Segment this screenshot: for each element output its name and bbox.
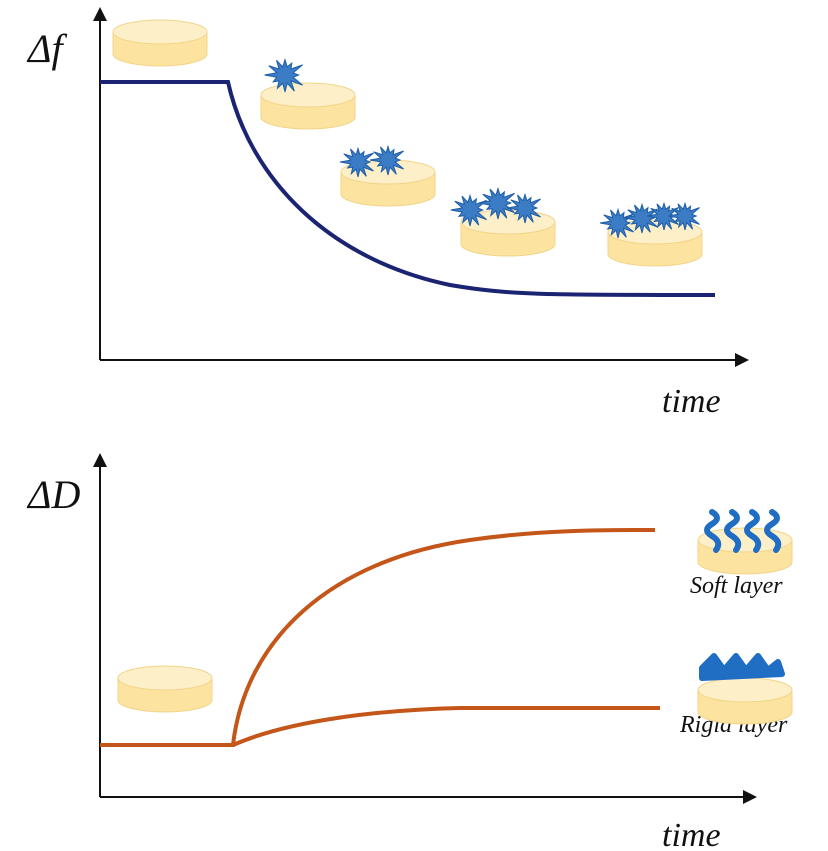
molecule: [668, 201, 700, 231]
decorations: [112, 19, 793, 725]
rigid-curve: [232, 706, 660, 747]
molecule: [506, 192, 541, 224]
molecule: [599, 207, 634, 239]
molecule: [647, 201, 679, 231]
molecule: [623, 202, 658, 234]
molecule: [478, 186, 515, 220]
soft-curve: [100, 528, 656, 747]
polymer: [764, 509, 782, 553]
polymer: [724, 509, 742, 553]
x-label: time: [662, 817, 721, 851]
polymer: [699, 653, 785, 681]
annotation: Soft layer: [690, 573, 783, 599]
polymer: [704, 509, 722, 553]
frequency-curve: [100, 80, 716, 297]
molecule: [339, 146, 374, 178]
disk-top: [697, 677, 793, 703]
polymer: [744, 509, 762, 553]
y-label: Δf: [26, 26, 67, 71]
molecule: [450, 193, 487, 227]
disk-top: [117, 665, 213, 691]
y-label: ΔD: [26, 472, 80, 517]
disk-top: [112, 19, 208, 45]
x-label: time: [662, 383, 721, 420]
molecule: [264, 58, 304, 93]
disk-top: [260, 82, 356, 108]
molecule: [369, 144, 404, 176]
